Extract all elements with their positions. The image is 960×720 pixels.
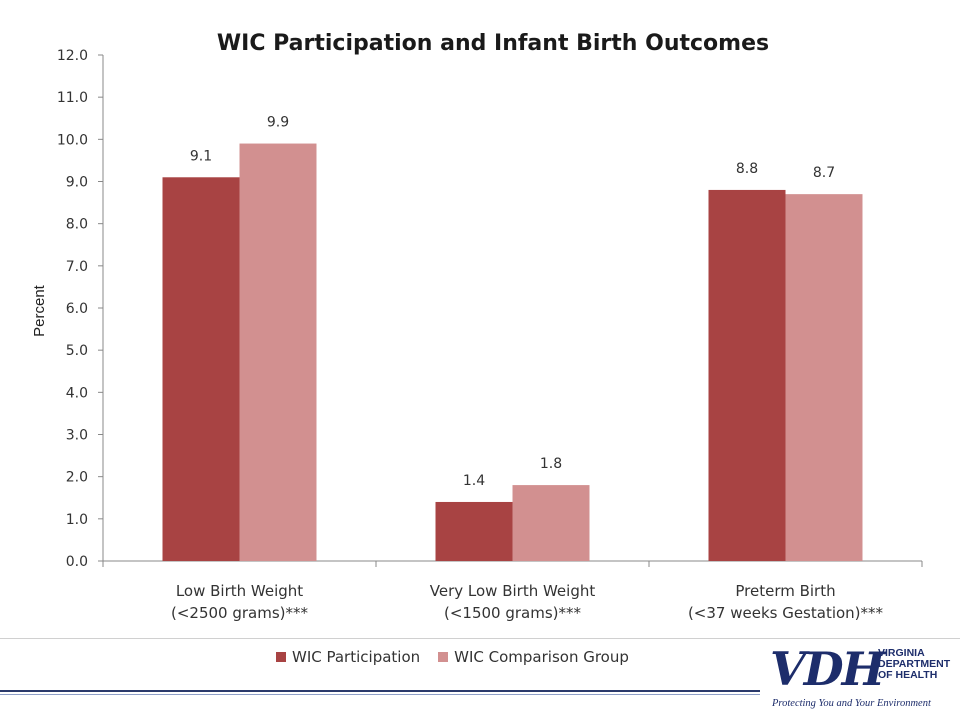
y-tick-label: 3.0 — [66, 428, 88, 444]
data-label: 1.8 — [540, 456, 562, 472]
y-tick-label: 11.0 — [57, 90, 88, 106]
y-axis-label: Percent — [31, 284, 48, 337]
legend-label-wic-participation: WIC Participation — [292, 648, 421, 666]
y-tick-label: 12.0 — [57, 48, 88, 64]
legend-swatch-wic-participation — [276, 652, 286, 662]
y-tick-label: 1.0 — [66, 512, 88, 528]
bar — [435, 501, 513, 561]
data-label: 9.1 — [190, 148, 212, 164]
y-tick-label: 9.0 — [66, 175, 88, 191]
y-tick-label: 10.0 — [57, 132, 88, 148]
logo-org-line: OF HEALTH — [878, 669, 938, 681]
logo-org-line: VIRGINIA — [878, 647, 925, 659]
legend-divider — [0, 638, 960, 639]
x-tick-label: Low Birth Weight (<2500 grams)*** — [171, 582, 309, 622]
bar — [708, 189, 786, 561]
bar-chart: WIC Participation and Infant Birth Outco… — [31, 31, 923, 622]
x-tick-label: Very Low Birth Weight (<1500 grams)*** — [430, 582, 596, 622]
legend-swatch-wic-comparison — [438, 652, 449, 662]
footer-bar-thin — [0, 694, 760, 695]
x-tick-label: Preterm Birth (<37 weeks Gestation)*** — [688, 582, 884, 622]
data-label: 8.8 — [736, 161, 758, 177]
vdh-logo-mark: VDH — [770, 642, 885, 696]
legend-item-wic-participation: WIC Participation — [276, 648, 420, 666]
legend-label-wic-comparison: WIC Comparison Group — [454, 648, 629, 666]
vdh-logo: VDH VIRGINIA DEPARTMENT OF HEALTH Protec… — [770, 640, 956, 718]
y-tick-label: 7.0 — [66, 259, 88, 275]
footer-bar — [0, 690, 760, 692]
y-tick-label: 0.0 — [66, 554, 88, 570]
vdh-logo-tagline: Protecting You and Your Environment — [772, 698, 931, 709]
chart-title: WIC Participation and Infant Birth Outco… — [217, 31, 769, 56]
legend-item-wic-comparison: WIC Comparison Group — [438, 648, 629, 666]
y-tick-label: 5.0 — [66, 343, 88, 359]
y-tick-label: 6.0 — [66, 301, 88, 317]
bar — [162, 177, 240, 562]
legend: WIC Participation WIC Comparison Group — [0, 636, 960, 676]
y-tick-label: 2.0 — [66, 470, 88, 486]
bar — [785, 194, 863, 561]
data-label: 1.4 — [463, 473, 485, 489]
data-label: 9.9 — [267, 115, 289, 131]
data-label: 8.7 — [813, 165, 835, 181]
logo-org-line: DEPARTMENT — [878, 658, 951, 670]
y-tick-label: 8.0 — [66, 217, 88, 233]
bar — [239, 143, 317, 562]
bar — [512, 485, 590, 561]
y-tick-label: 4.0 — [66, 385, 88, 401]
vdh-logo-org: VIRGINIA DEPARTMENT OF HEALTH — [878, 648, 950, 681]
